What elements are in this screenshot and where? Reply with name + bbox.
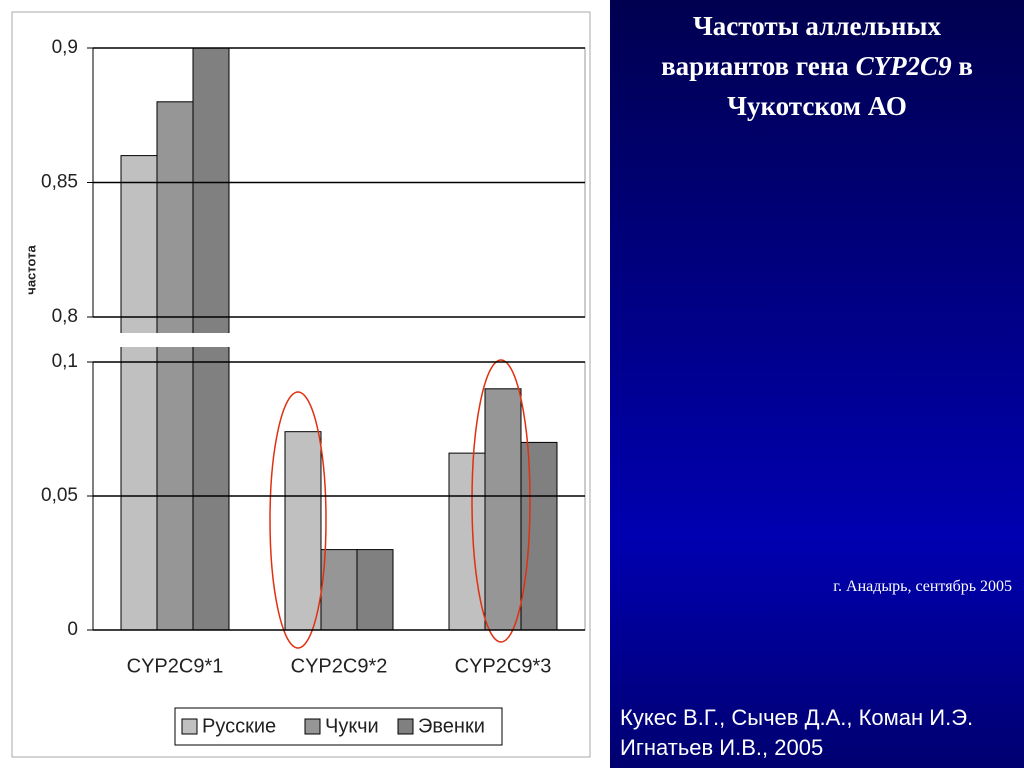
y-tick-label: 0,1 — [52, 351, 78, 372]
legend-swatch — [304, 718, 321, 735]
marks — [120, 47, 558, 631]
slide-title: Частоты аллельных вариантов гена CYP2C9 в… — [610, 6, 1024, 126]
legend-swatch — [397, 718, 414, 735]
legend-label: Чукчи — [325, 715, 379, 737]
title-part: Частоты аллельных — [692, 11, 942, 41]
title-part: вариантов гена — [661, 51, 856, 81]
bar — [320, 549, 358, 631]
bar — [156, 101, 194, 631]
y-axis-title: частота — [23, 245, 38, 295]
bar — [448, 452, 486, 631]
axis-break — [120, 333, 158, 347]
author-line: Игнатьев И.В., 2005 — [620, 735, 824, 760]
x-tick-label: CYP2C9*3 — [455, 655, 552, 677]
title-part: CYP2C9 — [855, 51, 952, 81]
axis-break — [156, 333, 194, 347]
legend-swatch — [181, 718, 198, 735]
y-tick-label: 0,05 — [41, 485, 78, 506]
authors: Кукес В.Г., Сычев Д.А., Коман И.Э. Игнать… — [620, 703, 973, 763]
legend-label: Русские — [202, 715, 276, 737]
x-tick-label: CYP2C9*1 — [127, 655, 224, 677]
y-tick-label: 0,8 — [52, 306, 78, 327]
highlight-oval — [269, 391, 327, 649]
title-line: Чукотском АО — [610, 86, 1024, 126]
blue-panel: Частоты аллельных вариантов гена CYP2C9 в… — [610, 0, 1024, 768]
y-tick-label: 0 — [67, 619, 78, 640]
bar — [484, 388, 522, 631]
title-part: в — [951, 51, 973, 81]
y-tick-label: 0,85 — [41, 172, 78, 193]
highlight-oval — [471, 359, 531, 643]
axis-break — [192, 333, 230, 347]
x-tick-label: CYP2C9*2 — [291, 655, 388, 677]
title-part: Чукотском АО — [727, 91, 907, 121]
bar — [284, 431, 322, 631]
legend-label: Эвенки — [418, 715, 485, 737]
legend — [174, 707, 503, 746]
bar — [120, 155, 158, 631]
bar — [520, 441, 558, 631]
title-line: вариантов гена CYP2C9 в — [610, 46, 1024, 86]
bar — [356, 549, 394, 631]
place-note: г. Анадырь, сентябрь 2005 — [833, 578, 1012, 595]
title-line: Частоты аллельных — [610, 6, 1024, 46]
y-tick-label: 0,9 — [52, 37, 78, 58]
chart: частота 0 0,05 0,1 0,8 0,85 0,9 CYP2C9*1 CYP2C9… — [11, 11, 591, 758]
author-line: Кукес В.Г., Сычев Д.А., Коман И.Э. — [620, 705, 974, 730]
